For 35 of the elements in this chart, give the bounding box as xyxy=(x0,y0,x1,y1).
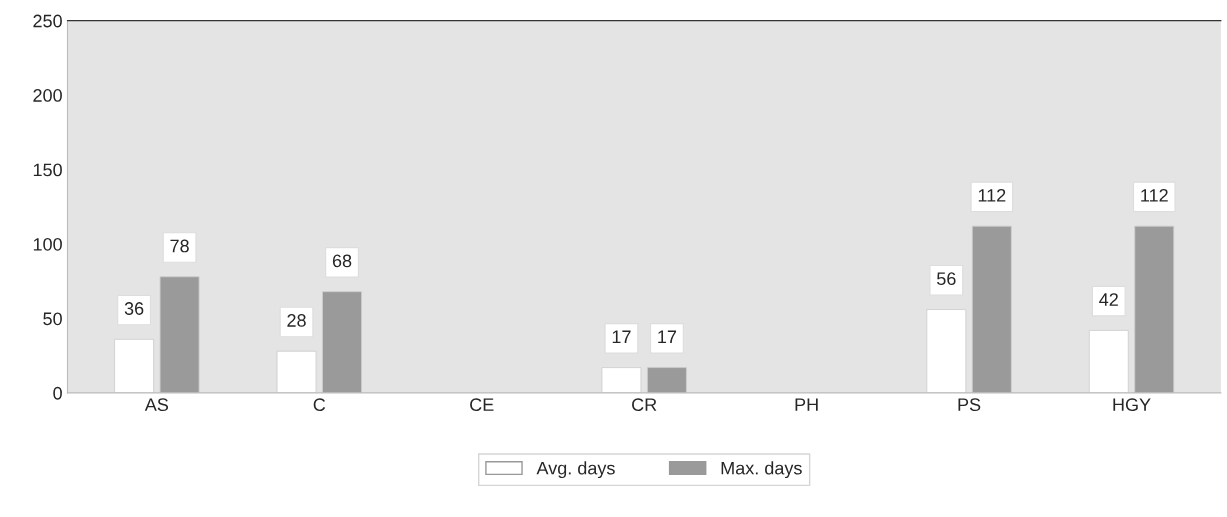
data-label: 17 xyxy=(658,330,677,344)
data-label: 56 xyxy=(937,272,956,286)
x-tick-label: CR xyxy=(632,398,657,412)
bar xyxy=(1134,225,1175,393)
bar xyxy=(926,309,967,393)
data-label: 42 xyxy=(1099,293,1118,306)
y-tick-label: 250 xyxy=(33,14,62,28)
legend-label: Avg. days xyxy=(536,461,615,479)
y-tick-label: 200 xyxy=(33,89,62,102)
x-tick-label: CE xyxy=(470,398,494,412)
x-tick-label: PH xyxy=(795,398,818,411)
x-tick-label: C xyxy=(313,398,326,412)
bar xyxy=(971,225,1012,393)
bar xyxy=(276,350,317,393)
bar xyxy=(647,367,687,393)
legend-label: Max. days xyxy=(721,461,802,479)
data-label: 112 xyxy=(1141,188,1168,202)
data-label: 28 xyxy=(287,314,306,327)
data-label: 112 xyxy=(978,188,1006,202)
y-tick-label: 150 xyxy=(33,163,62,177)
y-tick-label: 100 xyxy=(33,237,62,251)
data-label: 68 xyxy=(332,254,352,268)
x-tick-label: AS xyxy=(144,398,169,412)
bar xyxy=(114,338,154,393)
bar xyxy=(322,291,362,393)
data-label: 36 xyxy=(124,302,144,315)
data-label: 78 xyxy=(170,239,189,253)
bar xyxy=(1088,329,1129,393)
data-label: 17 xyxy=(612,330,631,344)
bar xyxy=(601,367,642,393)
y-tick-label: 0 xyxy=(53,386,62,400)
x-tick-label: PS xyxy=(958,398,981,412)
x-tick-label: HGY xyxy=(1113,398,1151,412)
y-tick-label: 50 xyxy=(43,312,62,326)
bar xyxy=(159,276,200,393)
